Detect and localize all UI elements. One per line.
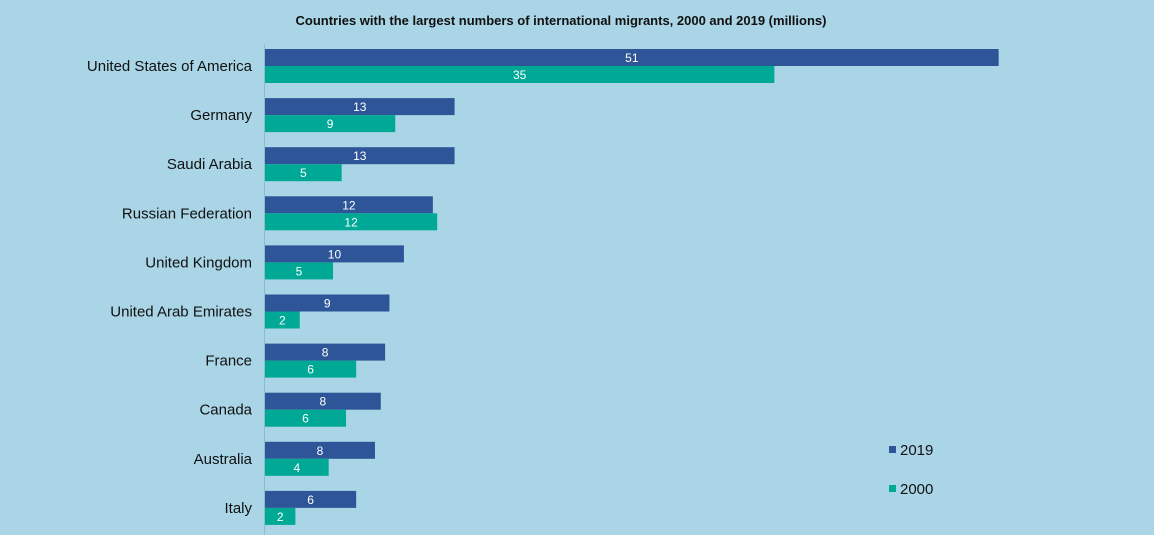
data-label-2000: 4: [293, 461, 300, 475]
data-label-2019: 12: [342, 198, 356, 212]
bar-2019: [265, 441, 375, 459]
category-label: United Arab Emirates: [110, 304, 252, 321]
legend-swatch-2000: [889, 485, 896, 492]
bar-2019: [265, 147, 455, 165]
bar-2019: [265, 343, 386, 361]
data-label-2000: 5: [300, 166, 307, 180]
data-label-2019: 13: [353, 100, 367, 114]
bar-2000: [265, 507, 296, 525]
data-label-2019: 8: [322, 346, 329, 360]
data-label-2000: 2: [277, 510, 284, 524]
bar-2000: [265, 311, 300, 329]
category-label: Saudi Arabia: [167, 156, 253, 173]
data-label-2019: 51: [625, 51, 639, 65]
data-label-2019: 6: [307, 493, 314, 507]
category-label: United States of America: [87, 58, 253, 75]
bar-2000: [265, 458, 329, 476]
bar-2019: [265, 245, 404, 263]
category-label: United Kingdom: [145, 254, 252, 271]
data-label-2000: 12: [344, 215, 358, 229]
bar-2019: [265, 196, 433, 214]
bar-2000: [265, 115, 396, 133]
data-label-2000: 5: [296, 264, 303, 278]
bar-2019: [265, 49, 999, 66]
data-label-2000: 6: [307, 363, 314, 377]
category-label: Australia: [194, 451, 253, 468]
bar-2000: [265, 164, 342, 182]
data-label-2019: 8: [317, 444, 324, 458]
legend: 2019 2000: [889, 442, 933, 498]
legend-label-2000: 2000: [900, 481, 933, 498]
data-label-2019: 9: [324, 297, 331, 311]
bar-2000: [265, 262, 334, 280]
bar-2019: [265, 294, 390, 312]
data-label-2019: 8: [320, 395, 327, 409]
data-label-2019: 13: [353, 149, 367, 163]
data-label-2000: 9: [327, 117, 334, 131]
bar-2000: [265, 360, 357, 378]
legend-swatch-2019: [889, 446, 896, 453]
bar-2000: [265, 409, 347, 427]
data-label-2000: 35: [513, 68, 527, 82]
data-label-2019: 10: [328, 247, 342, 261]
category-label: Russian Federation: [122, 205, 252, 222]
category-label: Germany: [190, 107, 252, 124]
legend-label-2019: 2019: [900, 442, 933, 459]
category-label: Canada: [199, 402, 252, 419]
data-label-2000: 2: [279, 314, 286, 328]
bar-2000: [265, 66, 775, 83]
category-label: Italy: [224, 500, 252, 517]
bar-2019: [265, 98, 455, 116]
category-label: France: [205, 353, 252, 370]
bar-2019: [265, 392, 381, 410]
bar-2000: [265, 213, 438, 231]
chart-title: Countries with the largest numbers of in…: [296, 13, 827, 28]
data-label-2000: 6: [302, 412, 309, 426]
bar-2019: [265, 490, 357, 508]
